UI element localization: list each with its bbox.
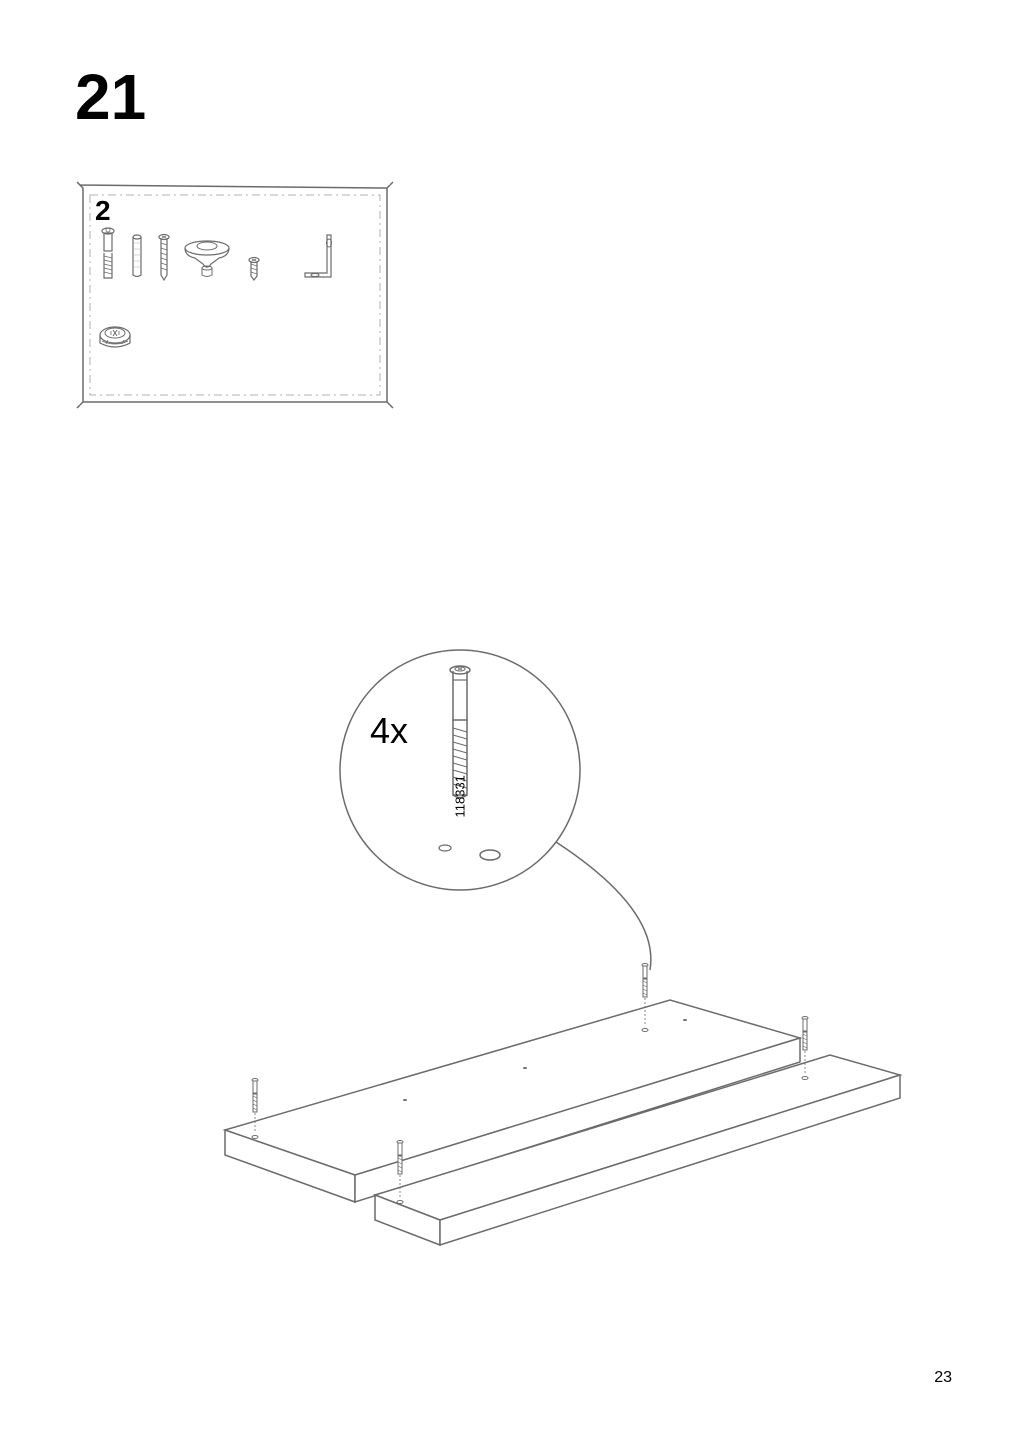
- fastener-quantity: 4x: [370, 710, 408, 752]
- page-number: 23: [934, 1369, 952, 1387]
- fastener-part-number: 118331: [453, 775, 468, 817]
- step-number: 21: [75, 60, 146, 134]
- hardware-bag-illustration: [75, 180, 395, 410]
- assembly-illustration: [180, 630, 930, 1310]
- hardware-bag-number: 2: [95, 195, 111, 227]
